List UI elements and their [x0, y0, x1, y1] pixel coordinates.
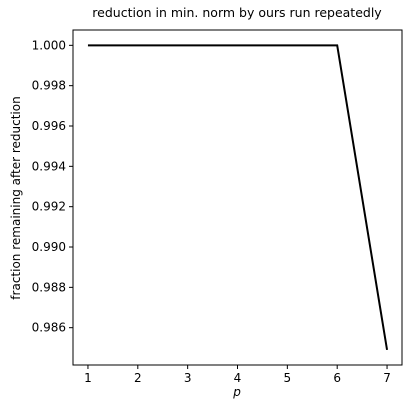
y-tick-label: 0.988	[32, 280, 66, 294]
y-tick-label: 0.998	[32, 79, 66, 93]
y-tick-label: 0.986	[32, 321, 66, 335]
x-tick-label: 4	[234, 371, 242, 385]
y-tick-label: 0.994	[32, 159, 66, 173]
y-tick-label: 1.000	[32, 38, 66, 52]
y-tick-label: 0.992	[32, 200, 66, 214]
y-tick-label: 0.990	[32, 240, 66, 254]
x-tick-label: 5	[284, 371, 292, 385]
y-tick-label: 0.996	[32, 119, 66, 133]
data-line	[87, 44, 389, 351]
x-tick-label: 2	[134, 371, 142, 385]
chart-title: reduction in min. norm by ours run repea…	[92, 5, 382, 20]
plot-frame	[72, 29, 403, 366]
x-tick-label: 1	[84, 371, 92, 385]
x-tick-label: 3	[184, 371, 192, 385]
y-axis-label: fraction remaining after reduction	[9, 96, 23, 299]
x-tick-label: 6	[333, 371, 341, 385]
x-tick-label: 7	[383, 371, 391, 385]
x-axis-label: p	[232, 385, 241, 399]
